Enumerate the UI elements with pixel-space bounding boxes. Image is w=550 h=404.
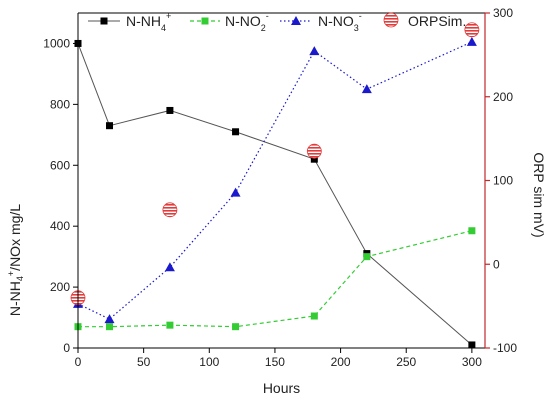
x-tick-label-0: 0 — [75, 355, 82, 369]
legend-item-orp: ORPSim. — [383, 12, 466, 29]
series-3-point-1 — [162, 202, 178, 218]
series-0-line — [77, 43, 473, 346]
left-y-tick-label-4: 800 — [50, 97, 70, 111]
series-1-point-3 — [232, 323, 240, 331]
x-tick-label-4: 200 — [331, 355, 351, 369]
series-0-point-3 — [232, 128, 240, 136]
series-1-point-5 — [363, 253, 371, 261]
marker-layer — [70, 22, 480, 349]
series-1-point-1 — [106, 323, 114, 331]
legend-no3-marker — [291, 16, 301, 25]
legend-item-no2: N-NO2- — [190, 11, 269, 33]
series-0-point-2 — [166, 106, 174, 114]
series-1-point-4 — [310, 312, 318, 320]
left-y-tick-label-0: 0 — [63, 341, 70, 355]
x-tick-label-5: 250 — [396, 355, 416, 369]
legend-item-nh4: N-NH4+ — [88, 11, 171, 33]
legend-nh4-label: N-NH4+ — [126, 11, 171, 33]
right-y-tick-label-0: -100 — [493, 341, 517, 355]
series-layer — [77, 41, 473, 346]
right-y-tick-label-4: 300 — [493, 6, 513, 20]
series-2-point-2 — [164, 262, 175, 272]
left-y-axis-title: N-NH4+/NOx mg/L — [6, 204, 25, 316]
legend: N-NH4+ N-NO2- N-NO3- ORPSim. — [88, 11, 466, 33]
left-y-title-sup: + — [6, 271, 16, 276]
series-0-point-1 — [106, 122, 114, 130]
legend-no3-label: N-NO3- — [318, 11, 362, 33]
legend-no2-label: N-NO2- — [225, 11, 269, 33]
series-2-point-4 — [309, 46, 320, 56]
series-1-point-2 — [166, 321, 174, 329]
left-y-tick-label-5: 1000 — [43, 36, 70, 50]
left-y-title-part-2: /NOx mg/L — [7, 204, 23, 271]
legend-orp-label: ORPSim. — [408, 13, 466, 29]
series-2-point-1 — [104, 314, 115, 324]
right-y-tick-label-1: 0 — [493, 257, 500, 271]
left-y-title-part-1: N-NH — [7, 281, 23, 316]
x-tick-label-3: 150 — [265, 355, 285, 369]
left-y-tick-label-1: 200 — [50, 280, 70, 294]
x-tick-label-1: 50 — [137, 355, 151, 369]
series-2-point-5 — [361, 84, 372, 94]
series-1-point-6 — [468, 227, 476, 235]
legend-no2-marker — [201, 17, 209, 25]
series-0-point-6 — [468, 341, 476, 349]
right-y-tick-label-3: 200 — [493, 90, 513, 104]
x-axis-title: Hours — [263, 380, 300, 396]
legend-orp-marker — [383, 12, 399, 28]
left-y-title-sub: 4 — [15, 276, 25, 281]
series-2-point-6 — [466, 36, 477, 46]
left-y-tick-label-3: 600 — [50, 158, 70, 172]
series-3-point-3 — [464, 22, 480, 38]
series-2-point-3 — [230, 187, 241, 197]
legend-nh4-marker — [100, 17, 108, 25]
x-tick-label-2: 100 — [199, 355, 219, 369]
legend-item-no3: N-NO3- — [280, 11, 362, 33]
series-3-point-2 — [306, 143, 322, 159]
right-y-axis-title: ORP sim mV) — [531, 152, 547, 237]
tick-layer: 0 50 100 150 200 250 300 0 200 400 600 800 1000 -100 0… — [43, 6, 517, 369]
series-0-point-4 — [310, 155, 318, 163]
x-tick-label-6: 300 — [462, 355, 482, 369]
series-1-line — [78, 230, 473, 328]
right-y-tick-label-2: 100 — [493, 174, 513, 188]
series-2-line — [77, 41, 473, 320]
left-y-tick-label-2: 400 — [50, 219, 70, 233]
